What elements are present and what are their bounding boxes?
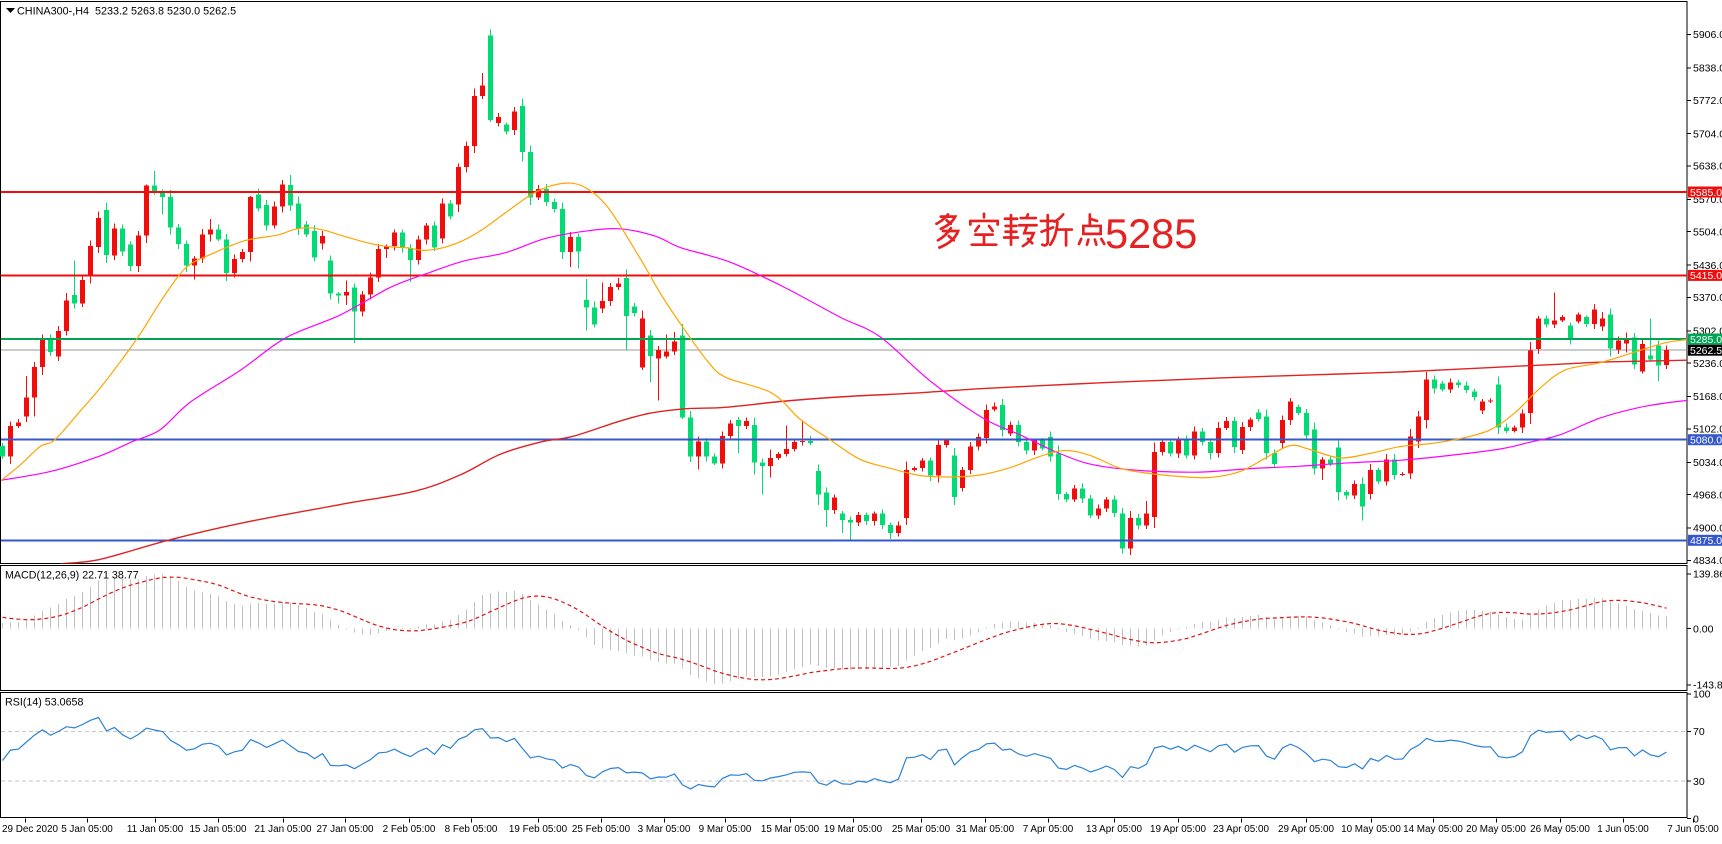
svg-text:5285.0: 5285.0	[1690, 334, 1722, 346]
svg-text:29 Apr 05:00: 29 Apr 05:00	[1278, 824, 1335, 835]
svg-text:23 Apr 05:00: 23 Apr 05:00	[1213, 824, 1270, 835]
svg-text:5168.0: 5168.0	[1693, 391, 1722, 403]
svg-text:5034.0: 5034.0	[1693, 457, 1722, 469]
svg-text:5585.0: 5585.0	[1690, 187, 1722, 199]
svg-text:5772.0: 5772.0	[1693, 95, 1722, 107]
svg-text:5436.0: 5436.0	[1693, 260, 1722, 272]
svg-text:5370.0: 5370.0	[1693, 292, 1722, 304]
svg-text:4875.0: 4875.0	[1690, 535, 1722, 547]
svg-text:29 Dec 2020: 29 Dec 2020	[2, 824, 59, 835]
svg-text:15 Mar 05:00: 15 Mar 05:00	[761, 824, 820, 835]
svg-text:31 Mar 05:00: 31 Mar 05:00	[956, 824, 1015, 835]
svg-text:70: 70	[1693, 726, 1705, 738]
svg-text:19 Mar 05:00: 19 Mar 05:00	[824, 824, 883, 835]
svg-text:13 Apr 05:00: 13 Apr 05:00	[1086, 824, 1143, 835]
svg-text:25 Mar 05:00: 25 Mar 05:00	[892, 824, 951, 835]
svg-text:11 Jan 05:00: 11 Jan 05:00	[127, 824, 184, 835]
svg-text:14 May 05:00: 14 May 05:00	[1403, 824, 1463, 835]
svg-text:5504.0: 5504.0	[1693, 226, 1722, 238]
svg-text:3 Mar 05:00: 3 Mar 05:00	[638, 824, 691, 835]
svg-text:4834.0: 4834.0	[1693, 555, 1722, 567]
svg-text:5704.0: 5704.0	[1693, 128, 1722, 140]
svg-text:4900.0: 4900.0	[1693, 523, 1722, 535]
svg-text:5906.0: 5906.0	[1693, 29, 1722, 41]
svg-text:139.86: 139.86	[1693, 568, 1722, 580]
svg-text:5285: 5285	[1105, 210, 1197, 257]
svg-text:5080.0: 5080.0	[1690, 435, 1722, 447]
svg-text:5 Jan 05:00: 5 Jan 05:00	[61, 824, 113, 835]
svg-text:0: 0	[1693, 813, 1699, 825]
svg-text:20 May 05:00: 20 May 05:00	[1466, 824, 1526, 835]
svg-text:7 Jun 05:00: 7 Jun 05:00	[1667, 824, 1719, 835]
svg-text:1 Jun 05:00: 1 Jun 05:00	[1597, 824, 1649, 835]
svg-text:7 Apr 05:00: 7 Apr 05:00	[1023, 824, 1074, 835]
svg-text:30: 30	[1693, 776, 1705, 788]
svg-text:RSI(14) 53.0658: RSI(14) 53.0658	[5, 697, 83, 709]
svg-text:5638.0: 5638.0	[1693, 161, 1722, 173]
svg-text:15 Jan 05:00: 15 Jan 05:00	[189, 824, 247, 835]
svg-text:10 May 05:00: 10 May 05:00	[1341, 824, 1401, 835]
svg-text:5236.0: 5236.0	[1693, 358, 1722, 370]
svg-text:5415.0: 5415.0	[1690, 270, 1722, 282]
svg-text:100: 100	[1693, 689, 1711, 701]
svg-text:4968.0: 4968.0	[1693, 489, 1722, 501]
svg-text:-143.82: -143.82	[1693, 680, 1722, 692]
svg-text:26 May 05:00: 26 May 05:00	[1530, 824, 1590, 835]
svg-text:2 Feb 05:00: 2 Feb 05:00	[383, 824, 436, 835]
svg-text:19 Apr 05:00: 19 Apr 05:00	[1150, 824, 1207, 835]
svg-text:27 Jan 05:00: 27 Jan 05:00	[316, 824, 374, 835]
svg-text:MACD(12,26,9) 22.71 38.77: MACD(12,26,9) 22.71 38.77	[5, 570, 139, 582]
svg-text:0.00: 0.00	[1693, 623, 1714, 635]
svg-text:5262.5: 5262.5	[1690, 345, 1722, 357]
svg-text:21 Jan 05:00: 21 Jan 05:00	[254, 824, 312, 835]
svg-text:CHINA300-,H4 5233.2 5263.8 52: CHINA300-,H4 5233.2 5263.8 5230.0 5262.5	[17, 6, 236, 18]
svg-text:5102.0: 5102.0	[1693, 424, 1722, 436]
svg-text:8 Feb 05:00: 8 Feb 05:00	[445, 824, 498, 835]
svg-text:9 Mar 05:00: 9 Mar 05:00	[699, 824, 752, 835]
svg-text:5838.0: 5838.0	[1693, 63, 1722, 75]
svg-text:25 Feb 05:00: 25 Feb 05:00	[572, 824, 631, 835]
svg-text:19 Feb 05:00: 19 Feb 05:00	[509, 824, 568, 835]
